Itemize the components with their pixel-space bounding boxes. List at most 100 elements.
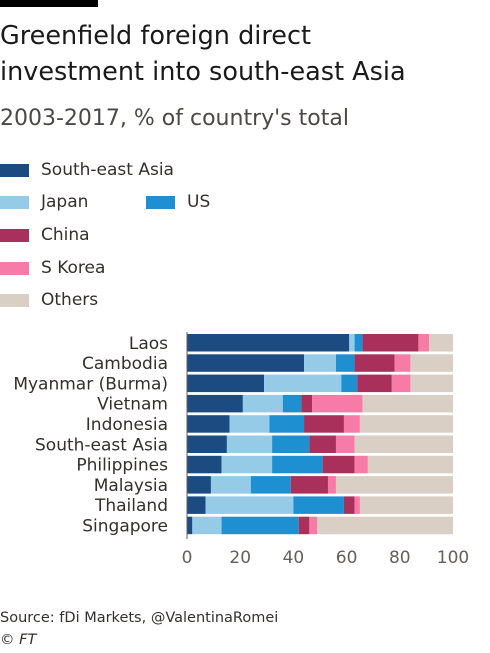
legend-swatch (0, 294, 29, 307)
bar-segment (222, 517, 299, 535)
bar-segment (410, 375, 453, 393)
legend-label: S Korea (41, 258, 105, 278)
category-label: Indonesia (86, 415, 168, 435)
chart-title: Greenfield foreign direct investment int… (0, 18, 470, 90)
bar-segment (344, 496, 355, 514)
legend-swatch (146, 196, 175, 209)
legend-label: US (187, 192, 210, 212)
x-tick-label: 80 (389, 548, 411, 568)
bar-segment (336, 436, 355, 454)
bar-segment (227, 436, 272, 454)
legend-label: China (41, 225, 90, 245)
bar-segment (368, 456, 453, 474)
bar-segment (264, 375, 341, 393)
bar-segment (328, 476, 336, 494)
bar-segment (206, 496, 294, 514)
bar-segment (187, 395, 243, 413)
legend-item-japan: Japan (0, 191, 88, 213)
legend-item-s-korea: S Korea (0, 257, 105, 279)
category-label: Philippines (76, 456, 168, 476)
bar-segment (187, 334, 349, 352)
bar-segment (309, 517, 317, 535)
legend-label: South-east Asia (41, 160, 174, 180)
legend-swatch (0, 229, 29, 242)
bar-segment (251, 476, 291, 494)
legend-swatch (0, 196, 29, 209)
bar-segment (301, 395, 312, 413)
bar-segment (272, 436, 309, 454)
bar-segment (418, 334, 429, 352)
legend-swatch (0, 262, 29, 275)
bar-segment (299, 517, 310, 535)
bar-segment (304, 415, 344, 433)
category-label: Cambodia (82, 354, 168, 374)
bar-segment (192, 517, 221, 535)
bar-segment (410, 354, 453, 372)
legend-label: Others (41, 290, 98, 310)
category-label: Vietnam (97, 395, 168, 415)
bar-segment (211, 476, 251, 494)
category-label: Singapore (82, 516, 168, 536)
x-tick-label: 0 (182, 548, 193, 568)
bar-segment (309, 436, 336, 454)
bar-segment (230, 415, 270, 433)
x-tick-label: 60 (336, 548, 358, 568)
bar-segment (291, 476, 328, 494)
bar-segment (344, 415, 360, 433)
bar-segment (394, 354, 410, 372)
bar-segment (429, 334, 453, 352)
bar-segment (304, 354, 336, 372)
legend-item-us: US (146, 191, 210, 213)
legend-swatch (0, 164, 29, 177)
bar-segment (355, 354, 395, 372)
legend-item-others: Others (0, 289, 98, 311)
category-label: Laos (129, 334, 168, 354)
category-label: South-east Asia (35, 435, 168, 455)
bar-segment (187, 415, 230, 433)
bar-segment (355, 436, 453, 454)
legend-label: Japan (41, 192, 88, 212)
bar-segment (336, 354, 355, 372)
bar-segment (269, 415, 304, 433)
x-tick-label: 40 (283, 548, 305, 568)
bar-segment (317, 517, 453, 535)
category-label: Myanmar (Burma) (13, 374, 168, 394)
bar-segment (349, 334, 354, 352)
bar-segment (355, 496, 360, 514)
bar-segment (293, 496, 344, 514)
chart-subtitle: 2003-2017, % of country's total (0, 104, 349, 134)
legend-item-china: China (0, 224, 90, 246)
brand-bar (0, 0, 98, 7)
source-note: Source: fDi Markets, @ValentinaRomei (0, 610, 278, 626)
bar-segment (357, 375, 392, 393)
bar-segment (187, 436, 227, 454)
legend-item-south-east-asia: South-east Asia (0, 159, 174, 181)
bar-segment (187, 354, 304, 372)
bar-segment (222, 456, 273, 474)
bar-segment (360, 496, 453, 514)
bar-segment (187, 456, 222, 474)
bar-segment (283, 395, 302, 413)
bar-segment (360, 415, 453, 433)
bar-segment (187, 517, 192, 535)
bar-segment (187, 496, 206, 514)
bar-segment (363, 395, 453, 413)
x-tick-label: 100 (437, 548, 469, 568)
bar-segment (355, 456, 368, 474)
copyright-note: © FT (0, 632, 36, 648)
bar-segment (355, 334, 363, 352)
bar-segment (363, 334, 419, 352)
x-tick-label: 20 (229, 548, 251, 568)
bar-segment (187, 476, 211, 494)
bar-segment (312, 395, 363, 413)
bar-segment (336, 476, 453, 494)
bar-segment (392, 375, 411, 393)
category-label: Thailand (94, 496, 168, 516)
bar-segment (323, 456, 355, 474)
bar-segment (341, 375, 357, 393)
bar-segment (272, 456, 323, 474)
category-label: Malaysia (94, 476, 168, 496)
bar-segment (187, 375, 264, 393)
bar-segment (243, 395, 283, 413)
